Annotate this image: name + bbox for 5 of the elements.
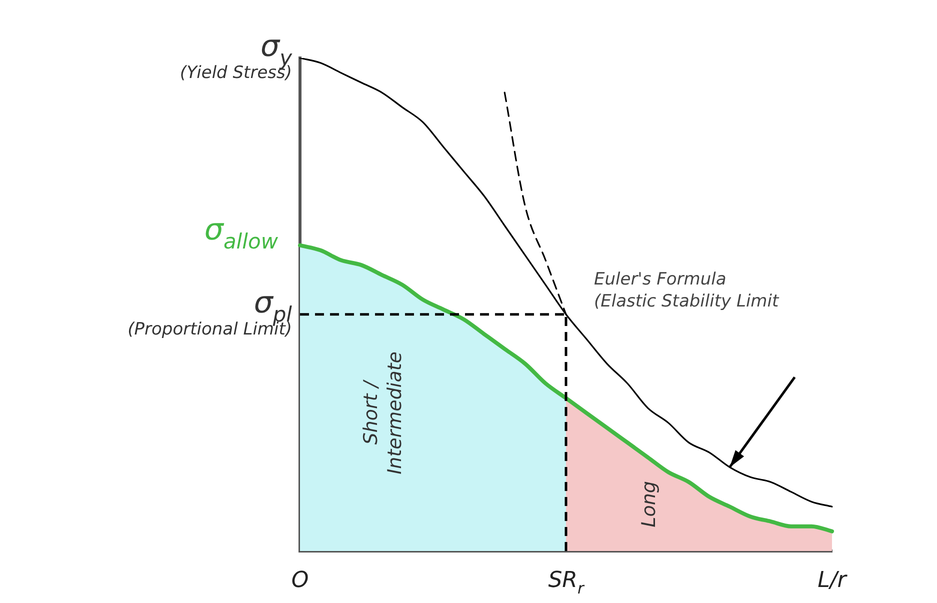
x-tick-label: O xyxy=(291,568,309,593)
series-label: Short / Intermediate xyxy=(360,351,406,474)
annotation: Euler's Formula (Elastic Stability Limit xyxy=(594,269,780,312)
series-label: Long xyxy=(638,481,660,528)
x-tick-label: L/r xyxy=(818,568,848,593)
